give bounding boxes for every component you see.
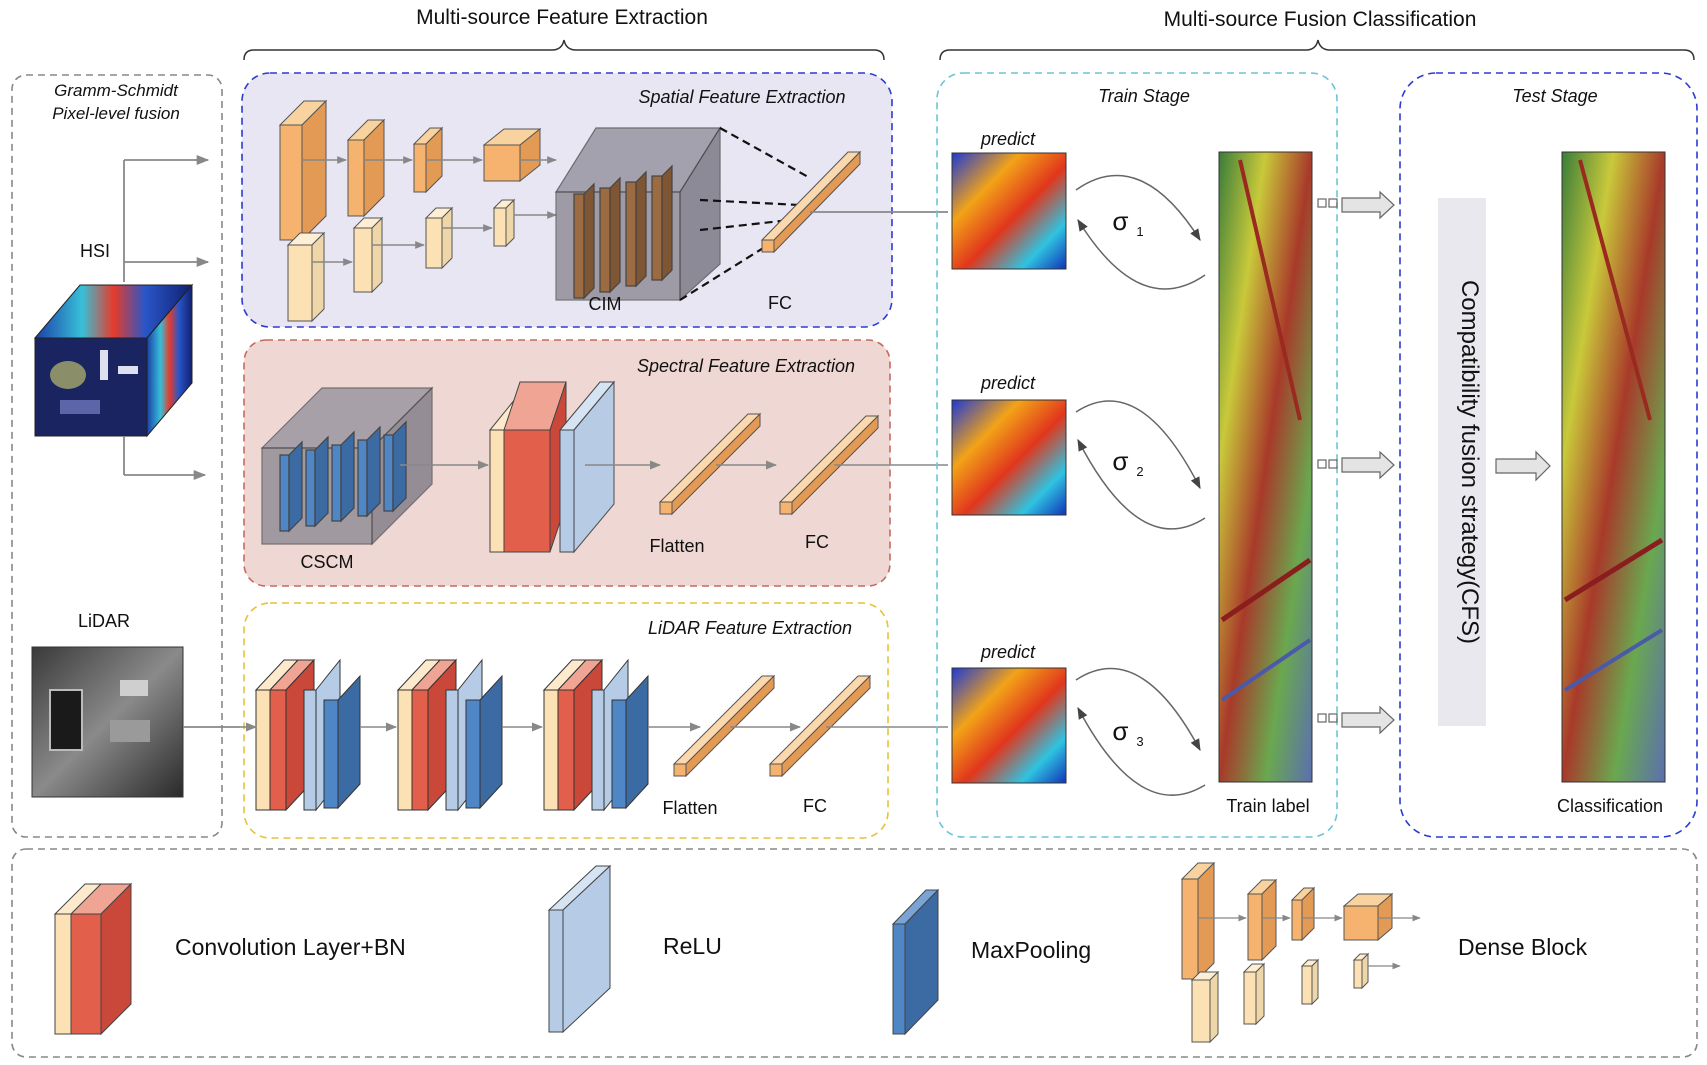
- train-stage-box: [936, 72, 1338, 838]
- brace-fusion: [939, 39, 1695, 61]
- train-to-test-arrows: [1317, 190, 1395, 735]
- legend-dense-label: Dense Block: [1458, 934, 1588, 960]
- legend-conv-icon: [53, 882, 133, 1036]
- lidar-flatten-label: Flatten: [662, 798, 717, 818]
- cim-block: [554, 125, 722, 302]
- sigma-cycle-3: [1075, 667, 1206, 796]
- classification-caption: Classification: [1557, 796, 1663, 816]
- lidar-box: [243, 602, 889, 839]
- predict-label-1: predict: [980, 129, 1036, 149]
- legend-relu-icon: [547, 864, 612, 1034]
- lidar-fc-label: FC: [803, 796, 827, 816]
- predict-map-1: [951, 152, 1067, 270]
- spatial-fc-label: FC: [768, 293, 792, 313]
- legend-maxpool-icon: [891, 888, 940, 1036]
- spatial-connectors: [302, 156, 557, 266]
- train-stage-title: Train Stage: [1098, 86, 1190, 106]
- spectral-conv-relu: [488, 380, 616, 554]
- lidar-stack-2: [396, 658, 503, 812]
- legend-dense-connectors: [1198, 914, 1421, 970]
- predict-map-3: [951, 667, 1067, 784]
- cfs-label: Compatibility fusion strategy(CFS): [1456, 280, 1483, 644]
- train-label-caption: Train label: [1226, 796, 1309, 816]
- lidar-flatten-bar: [672, 674, 776, 778]
- legend-dense-icon: [1180, 861, 1394, 1044]
- spatial-title: Spatial Feature Extraction: [638, 87, 845, 107]
- predict-label-2: predict: [980, 373, 1036, 393]
- legend-box: [11, 848, 1698, 1058]
- lidar-label: LiDAR: [78, 611, 130, 631]
- classification-map: [1561, 151, 1666, 783]
- legend-conv-label: Convolution Layer+BN: [175, 934, 406, 960]
- hsi-cube-image: [33, 283, 194, 438]
- cscm-label: CSCM: [301, 552, 354, 572]
- cfs-arrow: [1495, 450, 1551, 482]
- lidar-branch-title: LiDAR Feature Extraction: [648, 618, 852, 638]
- spectral-fc-label: FC: [805, 532, 829, 552]
- fusion-box: [11, 74, 223, 838]
- test-stage-box: [1399, 72, 1698, 838]
- spectral-flatten-label: Flatten: [649, 536, 704, 556]
- header-extraction: Multi-source Feature Extraction: [416, 6, 708, 29]
- sigma-cycle-2: [1075, 400, 1206, 530]
- spectral-flatten-bar: [658, 412, 762, 516]
- lidar-stack-1: [254, 658, 361, 812]
- lidar-stack-3: [542, 658, 649, 812]
- hsi-label: HSI: [80, 241, 110, 261]
- lidar-fc-bar: [768, 674, 872, 778]
- spatial-fc-bar: [760, 150, 862, 254]
- cfs-box: [1438, 198, 1486, 726]
- spectral-title: Spectral Feature Extraction: [637, 356, 855, 376]
- cim-label: CIM: [589, 294, 622, 314]
- legend-relu-label: ReLU: [663, 933, 722, 959]
- train-label-map: [1218, 151, 1313, 783]
- header-fusion: Multi-source Fusion Classification: [1164, 8, 1477, 31]
- brace-extraction: [243, 39, 885, 61]
- cim-projection-lines: [679, 127, 811, 301]
- dense-block-spatial: [278, 99, 542, 323]
- fusion-box-line1: Gramm-Schmidt: [54, 81, 179, 100]
- input-connectors: [123, 154, 240, 728]
- cscm-block: [260, 386, 434, 546]
- legend-maxpool-label: MaxPooling: [971, 937, 1091, 963]
- sigma-cycle-1: [1075, 174, 1206, 290]
- predict-map-2: [951, 399, 1067, 516]
- lidar-image: [31, 646, 184, 798]
- test-stage-title: Test Stage: [1512, 86, 1597, 106]
- predict-label-3: predict: [980, 642, 1036, 662]
- fusion-box-line2: Pixel-level fusion: [52, 104, 180, 123]
